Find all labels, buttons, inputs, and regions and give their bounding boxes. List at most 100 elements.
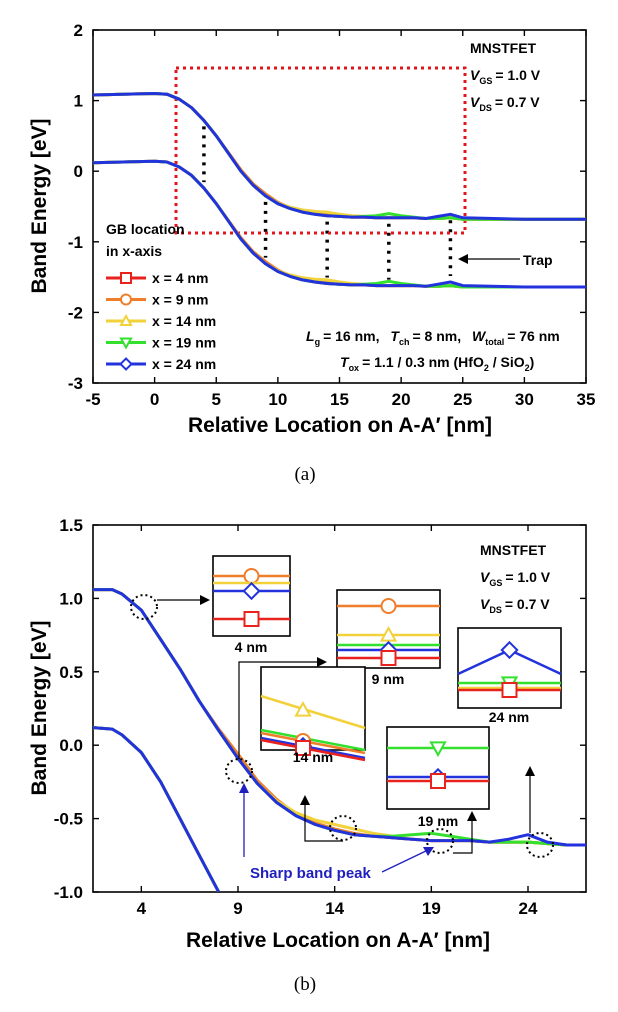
x-tick-label-b-3: 19 xyxy=(422,899,441,918)
panel-b-caption: (b) xyxy=(294,974,316,995)
y-tick-label-b-3: 0.0 xyxy=(59,736,83,755)
connector-19nm xyxy=(453,818,473,854)
y-tick-label-a-5: -3 xyxy=(68,374,83,393)
inset-label-4: 19 nm xyxy=(418,813,458,829)
arrowhead-9nm xyxy=(317,657,327,667)
y-tick-label-b-0: 1.5 xyxy=(59,516,83,535)
y-tick-label-b-1: 1.0 xyxy=(59,589,83,608)
panel-a-vgs: VGS = 1.0 V xyxy=(470,67,541,86)
x-tick-label-a-0: -5 xyxy=(85,390,100,409)
vgs-symbol: V xyxy=(470,67,481,83)
x-tick-label-b-2: 14 xyxy=(325,899,344,918)
inset-line-3-0 xyxy=(260,694,366,730)
x-tick-label-a-1: 0 xyxy=(150,390,159,409)
peak-arrow-right xyxy=(381,849,429,873)
trap-annotation: Trap xyxy=(458,252,553,268)
inset-marker-3-0 xyxy=(294,700,312,717)
x-tick-label-b-0: 4 xyxy=(137,899,147,918)
connector-arrows xyxy=(157,599,531,854)
legend-label-4: x = 24 nm xyxy=(152,356,216,372)
legend: GB location in x-axis x = 4 nm x = 9 nm x … xyxy=(106,221,216,372)
band-line-a-conduction-1 xyxy=(92,92,586,221)
y-tick-label-a-1: 1 xyxy=(74,92,83,111)
params-line2: Tox = 1.1 / 0.3 nm (HfO2 / SiO2) xyxy=(340,354,534,373)
arrowhead-4nm xyxy=(200,595,210,605)
lg-symbol: L xyxy=(306,328,315,344)
tox-sub: ox xyxy=(349,363,360,373)
x-tick-label-b-1: 9 xyxy=(233,899,242,918)
legend-label-2: x = 14 nm xyxy=(152,313,216,329)
panel-a-caption: (a) xyxy=(294,464,315,485)
zoom-insets: 4 nm 9 nm 24 nm 14 nm 19 nm xyxy=(212,555,562,829)
inset-label-0: 4 nm xyxy=(235,639,268,655)
y-tick-label-b-2: 0.5 xyxy=(59,663,83,682)
inset-2: 24 nm xyxy=(457,627,562,725)
inset-line-3-2 xyxy=(260,731,366,755)
y-tick-label-b-5: -1.0 xyxy=(54,883,83,902)
lg-sub: g xyxy=(315,337,321,347)
tox-value: = 1.1 / 0.3 nm (HfO xyxy=(362,354,484,370)
y-tick-label-a-3: -1 xyxy=(68,233,83,252)
panel-b-ylabel: Band Energy [eV] xyxy=(28,620,51,795)
panel-a: 210-1-2-3 -5 0 5 10 15 20 25 30 35 Band Energy [… xyxy=(28,21,595,485)
sio2-text: / SiO xyxy=(489,354,525,370)
panel-b-plot-frame xyxy=(92,524,587,893)
legend-marker-2 xyxy=(119,313,133,326)
band-line-b-conduction-4 xyxy=(93,588,586,847)
inset-marker-2-0 xyxy=(500,640,519,660)
vgs-value: = 1.0 V xyxy=(495,67,540,83)
inset-marker-4-2 xyxy=(430,773,446,789)
inset-label-3: 14 nm xyxy=(293,749,333,765)
tch-symbol: T xyxy=(390,328,400,344)
band-line-b-valence-1 xyxy=(93,726,221,892)
panel-a-device: MNSTFET xyxy=(470,40,537,56)
inset-3: 14 nm xyxy=(260,666,366,765)
peak-arrowhead-left xyxy=(239,783,249,793)
sio2-sub: 2 xyxy=(525,363,530,373)
inset-line-3-4 xyxy=(260,738,366,762)
wt-symbol: W xyxy=(472,328,487,344)
inset-marker-1-1 xyxy=(379,625,398,642)
gb-circle-19nm xyxy=(426,828,454,854)
arrowhead-19nm xyxy=(467,811,477,821)
inset-marker-0-3 xyxy=(243,611,260,627)
vgs-sub: GS xyxy=(479,76,492,86)
zoom-region-box xyxy=(174,66,467,235)
inset-label-1: 9 nm xyxy=(372,671,405,687)
inset-marker-2-3 xyxy=(501,682,518,698)
panel-a-vds: VDS = 0.7 V xyxy=(470,94,540,113)
inset-label-2: 24 nm xyxy=(489,709,529,725)
inset-marker-0-2 xyxy=(242,581,261,601)
sharp-peak-annotation: Sharp band peak xyxy=(239,783,434,882)
band-line-a-conduction-4 xyxy=(92,92,586,221)
gb-circle-9nm xyxy=(225,758,253,784)
legend-title-line1: GB location xyxy=(106,221,185,237)
band-line-a-conduction-2 xyxy=(92,92,586,221)
trap-arrowhead xyxy=(458,254,468,264)
panel-b-xlabel: Relative Location on A-A′ [nm] xyxy=(186,929,490,952)
vds-symbol-b: V xyxy=(480,596,491,612)
vgs-symbol-b: V xyxy=(480,569,491,585)
trap-markers xyxy=(202,126,453,280)
panel-b-vgs: VGS = 1.0 V xyxy=(480,569,551,588)
vds-value-b: = 0.7 V xyxy=(505,596,550,612)
panel-a-xlabel: Relative Location on A-A′ [nm] xyxy=(188,414,492,437)
y-tick-label-a-4: -2 xyxy=(68,303,83,322)
arrowhead-14nm xyxy=(300,795,310,805)
legend-label-0: x = 4 nm xyxy=(152,270,208,286)
inset-marker-0-0 xyxy=(243,568,260,584)
legend-title-line2: in x-axis xyxy=(106,243,162,259)
gb-circles xyxy=(130,594,554,858)
inset-marker-1-4 xyxy=(380,650,397,666)
x-tick-label-a-6: 25 xyxy=(453,390,472,409)
hfo2-sub: 2 xyxy=(484,363,489,373)
vds-sub: DS xyxy=(479,103,492,113)
x-tick-label-a-4: 15 xyxy=(330,390,349,409)
legend-marker-0 xyxy=(120,272,132,284)
band-line-a-valence-4 xyxy=(92,159,586,289)
y-tick-label-b-4: -0.5 xyxy=(54,810,83,829)
legend-label-1: x = 9 nm xyxy=(152,292,208,308)
legend-marker-1 xyxy=(120,293,132,306)
tch-sub: ch xyxy=(399,337,410,347)
params-line1: Lg = 16 nm, Tch = 8 nm, Wtotal = 76 nm xyxy=(306,328,560,347)
